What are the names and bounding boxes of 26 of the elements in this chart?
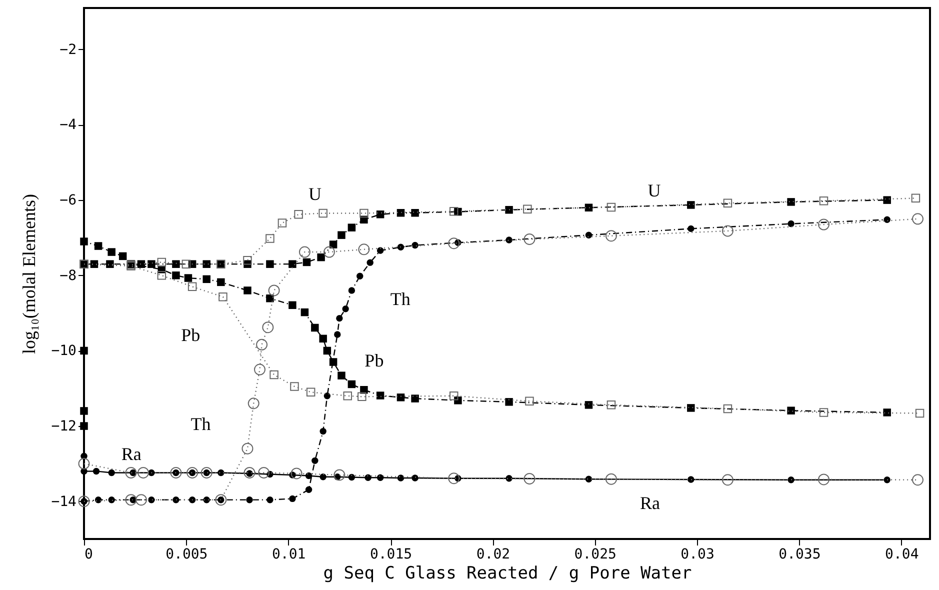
x-tick-label: 0.015 [370, 546, 412, 562]
x-tick-label: 0.03 [680, 546, 714, 562]
annotation: U [308, 184, 322, 204]
y-tick-label: −6 [60, 192, 76, 209]
annotation: Th [390, 289, 410, 310]
y-tick-label: −14 [51, 494, 76, 510]
x-tick-label: 0.04 [885, 546, 919, 562]
annotation: Ra [121, 444, 142, 464]
annotation: Pb [364, 350, 384, 371]
annotation: Th [190, 414, 211, 434]
x-tick-label: 0.035 [778, 546, 821, 562]
y-tick-label: −2 [60, 42, 76, 58]
y-tick-label: −10 [51, 343, 76, 360]
x-tick-label: 0.01 [272, 546, 306, 562]
y-tick-label: −8 [60, 268, 76, 284]
x-tick-label: 0 [84, 546, 93, 562]
x-axis-title: g Seq C Glass Reacted / g Pore Water [323, 564, 692, 584]
x-tick-label: 0.025 [574, 546, 616, 562]
y-axis-title: log₁₀(molal Elements) [19, 194, 40, 354]
x-tick-label: 0.005 [166, 546, 208, 562]
annotation: U [648, 180, 661, 201]
y-tick-label: −12 [51, 418, 76, 435]
x-tick-label: 0.02 [476, 546, 510, 562]
annotation: Ra [640, 492, 660, 513]
annotation: Pb [181, 325, 200, 346]
y-tick-label: −4 [60, 117, 76, 134]
